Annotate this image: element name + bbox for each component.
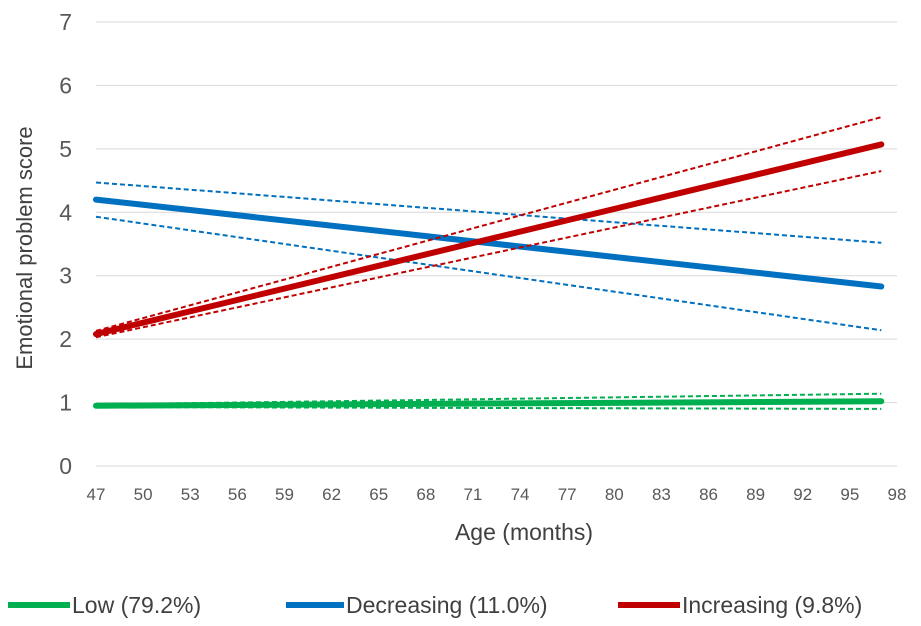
x-tick-label: 92 — [793, 485, 812, 504]
x-tick-label: 56 — [228, 485, 247, 504]
y-tick-label: 1 — [59, 390, 72, 416]
x-tick-labels: 47 50 53 56 59 62 65 68 71 74 77 80 83 86 89 92 95 98 — [87, 485, 907, 504]
x-tick-label: 59 — [275, 485, 294, 504]
legend-item: Decreasing (11.0%) — [286, 592, 548, 618]
x-tick-label: 86 — [699, 485, 718, 504]
ci-lower-line — [95, 170, 882, 339]
y-tick-label: 5 — [59, 136, 72, 162]
series-1 — [93, 181, 885, 332]
y-tick-label: 4 — [59, 199, 72, 225]
x-tick-label: 65 — [369, 485, 388, 504]
x-tick-label: 98 — [888, 485, 907, 504]
x-tick-label: 68 — [416, 485, 435, 504]
legend: Low (79.2%) Decreasing (11.0%) Increasing … — [8, 592, 862, 618]
legend-item: Increasing (9.8%) — [618, 592, 862, 618]
x-tick-label: 89 — [746, 485, 765, 504]
x-tick-label: 50 — [134, 485, 153, 504]
series-2 — [93, 116, 885, 339]
y-tick-label: 7 — [59, 9, 72, 35]
y-axis-title: Emotional problem score — [12, 126, 37, 369]
x-tick-label: 71 — [463, 485, 482, 504]
legend-label: Increasing (9.8%) — [682, 592, 862, 618]
x-tick-label: 77 — [558, 485, 577, 504]
series-line — [93, 196, 885, 290]
ci-lower-line — [95, 215, 882, 332]
legend-label: Decreasing (11.0%) — [346, 592, 548, 618]
series-layer — [93, 116, 885, 410]
x-tick-label: 74 — [511, 485, 530, 504]
x-tick-label: 83 — [652, 485, 671, 504]
y-tick-labels: 0 1 2 3 4 5 6 7 — [59, 9, 72, 479]
ci-upper-line — [95, 181, 882, 244]
x-axis-title: Age (months) — [455, 519, 593, 545]
x-tick-label: 95 — [840, 485, 859, 504]
x-tick-label: 62 — [322, 485, 341, 504]
x-tick-label: 47 — [87, 485, 106, 504]
y-tick-label: 6 — [59, 72, 72, 98]
series-line — [93, 141, 885, 338]
x-tick-label: 53 — [181, 485, 200, 504]
legend-item: Low (79.2%) — [8, 592, 201, 618]
y-tick-label: 2 — [59, 326, 72, 352]
x-tick-label: 80 — [605, 485, 624, 504]
series-0 — [93, 392, 885, 410]
y-tick-label: 0 — [59, 453, 72, 479]
y-tick-label: 3 — [59, 263, 72, 289]
legend-label: Low (79.2%) — [72, 592, 201, 618]
series-line — [93, 398, 885, 409]
